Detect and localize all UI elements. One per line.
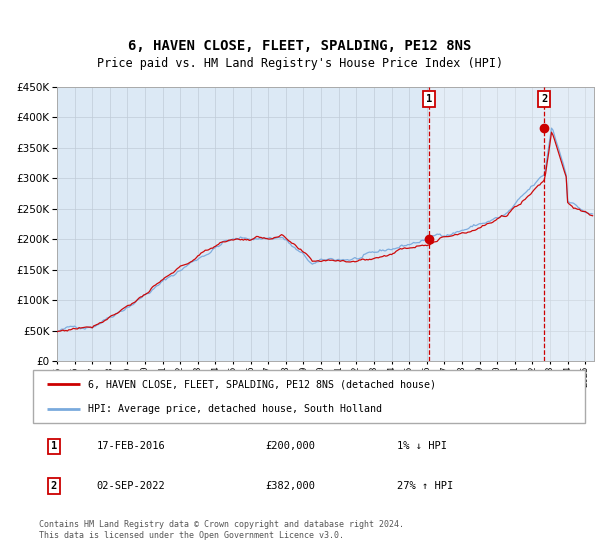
Bar — [429, 87, 594, 361]
Text: 27% ↑ HPI: 27% ↑ HPI — [397, 482, 454, 491]
Text: 1: 1 — [51, 441, 57, 451]
Text: 6, HAVEN CLOSE, FLEET, SPALDING, PE12 8NS: 6, HAVEN CLOSE, FLEET, SPALDING, PE12 8N… — [128, 39, 472, 53]
Text: 02-SEP-2022: 02-SEP-2022 — [97, 482, 165, 491]
Text: 6, HAVEN CLOSE, FLEET, SPALDING, PE12 8NS (detached house): 6, HAVEN CLOSE, FLEET, SPALDING, PE12 8N… — [88, 380, 436, 390]
Text: 1: 1 — [426, 94, 432, 104]
Text: 1% ↓ HPI: 1% ↓ HPI — [397, 441, 448, 451]
Text: £382,000: £382,000 — [265, 482, 315, 491]
FancyBboxPatch shape — [33, 370, 585, 423]
Text: £200,000: £200,000 — [265, 441, 315, 451]
Text: Price paid vs. HM Land Registry's House Price Index (HPI): Price paid vs. HM Land Registry's House … — [97, 57, 503, 71]
Text: Contains HM Land Registry data © Crown copyright and database right 2024.
This d: Contains HM Land Registry data © Crown c… — [38, 520, 404, 540]
Text: 2: 2 — [51, 482, 57, 491]
Text: 17-FEB-2016: 17-FEB-2016 — [97, 441, 165, 451]
Text: 2: 2 — [541, 94, 547, 104]
Text: HPI: Average price, detached house, South Holland: HPI: Average price, detached house, Sout… — [88, 404, 382, 414]
